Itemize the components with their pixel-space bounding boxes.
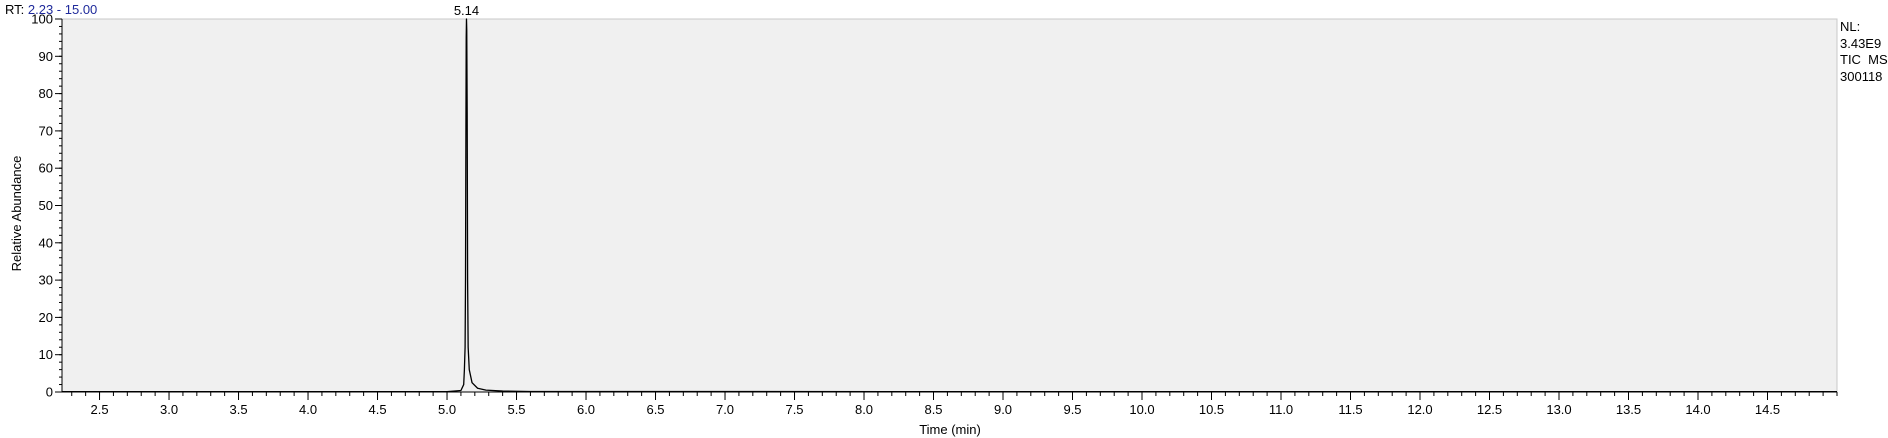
y-tick-label: 50 bbox=[39, 198, 53, 213]
x-tick-label: 14.5 bbox=[1755, 402, 1780, 417]
normalization-info: NL: 3.43E9 TIC MS 300118 bbox=[1840, 19, 1888, 85]
x-tick-label: 8.5 bbox=[924, 402, 942, 417]
y-tick-label: 100 bbox=[31, 12, 53, 27]
x-tick-label: 10.5 bbox=[1199, 402, 1224, 417]
x-tick-label: 6.0 bbox=[577, 402, 595, 417]
nl-value: 3.43E9 bbox=[1840, 35, 1882, 51]
x-tick-label: 13.5 bbox=[1616, 402, 1641, 417]
y-tick-label: 80 bbox=[39, 86, 53, 101]
x-tick-label: 9.5 bbox=[1063, 402, 1081, 417]
x-tick-label: 7.0 bbox=[716, 402, 734, 417]
x-tick-label: 10.0 bbox=[1129, 402, 1154, 417]
y-tick-label: 40 bbox=[39, 235, 53, 250]
y-tick-label: 30 bbox=[39, 273, 53, 288]
x-tick-label: 7.5 bbox=[785, 402, 803, 417]
sample-name: 300118 bbox=[1840, 68, 1883, 84]
x-tick-label: 13.0 bbox=[1546, 402, 1571, 417]
annotation-layer: 5.14 bbox=[454, 3, 479, 18]
x-tick-label: 6.5 bbox=[646, 402, 664, 417]
x-tick-label: 2.5 bbox=[90, 402, 108, 417]
rt-range-value: 2.23 - 15.00 bbox=[27, 2, 98, 17]
x-tick-label: 14.0 bbox=[1685, 402, 1710, 417]
y-tick-label: 90 bbox=[39, 49, 53, 64]
rt-range-header: RT: 2.23 - 15.00 bbox=[5, 2, 97, 17]
x-tick-label: 11.5 bbox=[1338, 402, 1362, 417]
x-axis-label: Time (min) bbox=[919, 422, 981, 437]
y-axis-label: Relative Abundance bbox=[9, 156, 24, 272]
rt-prefix: RT: bbox=[5, 2, 25, 17]
x-tick-label: 12.5 bbox=[1477, 402, 1502, 417]
y-tick-label: 20 bbox=[39, 310, 53, 325]
series-layer bbox=[62, 18, 1838, 393]
x-tick-label: 5.5 bbox=[507, 402, 525, 417]
y-tick-label: 10 bbox=[39, 347, 53, 362]
series-line bbox=[62, 18, 1838, 393]
x-tick-label: 5.0 bbox=[438, 402, 456, 417]
x-tick-label: 3.0 bbox=[160, 402, 178, 417]
x-tick-label: 12.0 bbox=[1407, 402, 1432, 417]
x-axis: 2.5 3.0 3.5 4.0 4.5 5.0 5.5 6.0 6.5 7.0 7.5 8.0 8.5 9… bbox=[62, 391, 1838, 417]
x-tick-label: 11.0 bbox=[1269, 402, 1293, 417]
plot-area bbox=[61, 18, 1838, 393]
y-tick-label: 60 bbox=[39, 161, 53, 176]
x-tick-label: 3.5 bbox=[229, 402, 247, 417]
x-tick-label: 8.0 bbox=[855, 402, 873, 417]
trace-type: TIC MS bbox=[1840, 52, 1888, 67]
y-tick-label: 70 bbox=[39, 123, 53, 138]
x-tick-label: 4.0 bbox=[299, 402, 317, 417]
x-tick-label: 9.0 bbox=[994, 402, 1012, 417]
y-axis: 0 10 20 30 40 50 60 70 80 90 100 bbox=[31, 12, 63, 400]
peak-label: 5.14 bbox=[454, 3, 479, 18]
x-tick-label: 4.5 bbox=[368, 402, 386, 417]
nl-label: NL: bbox=[1840, 19, 1861, 34]
y-tick-label: 0 bbox=[46, 385, 53, 400]
